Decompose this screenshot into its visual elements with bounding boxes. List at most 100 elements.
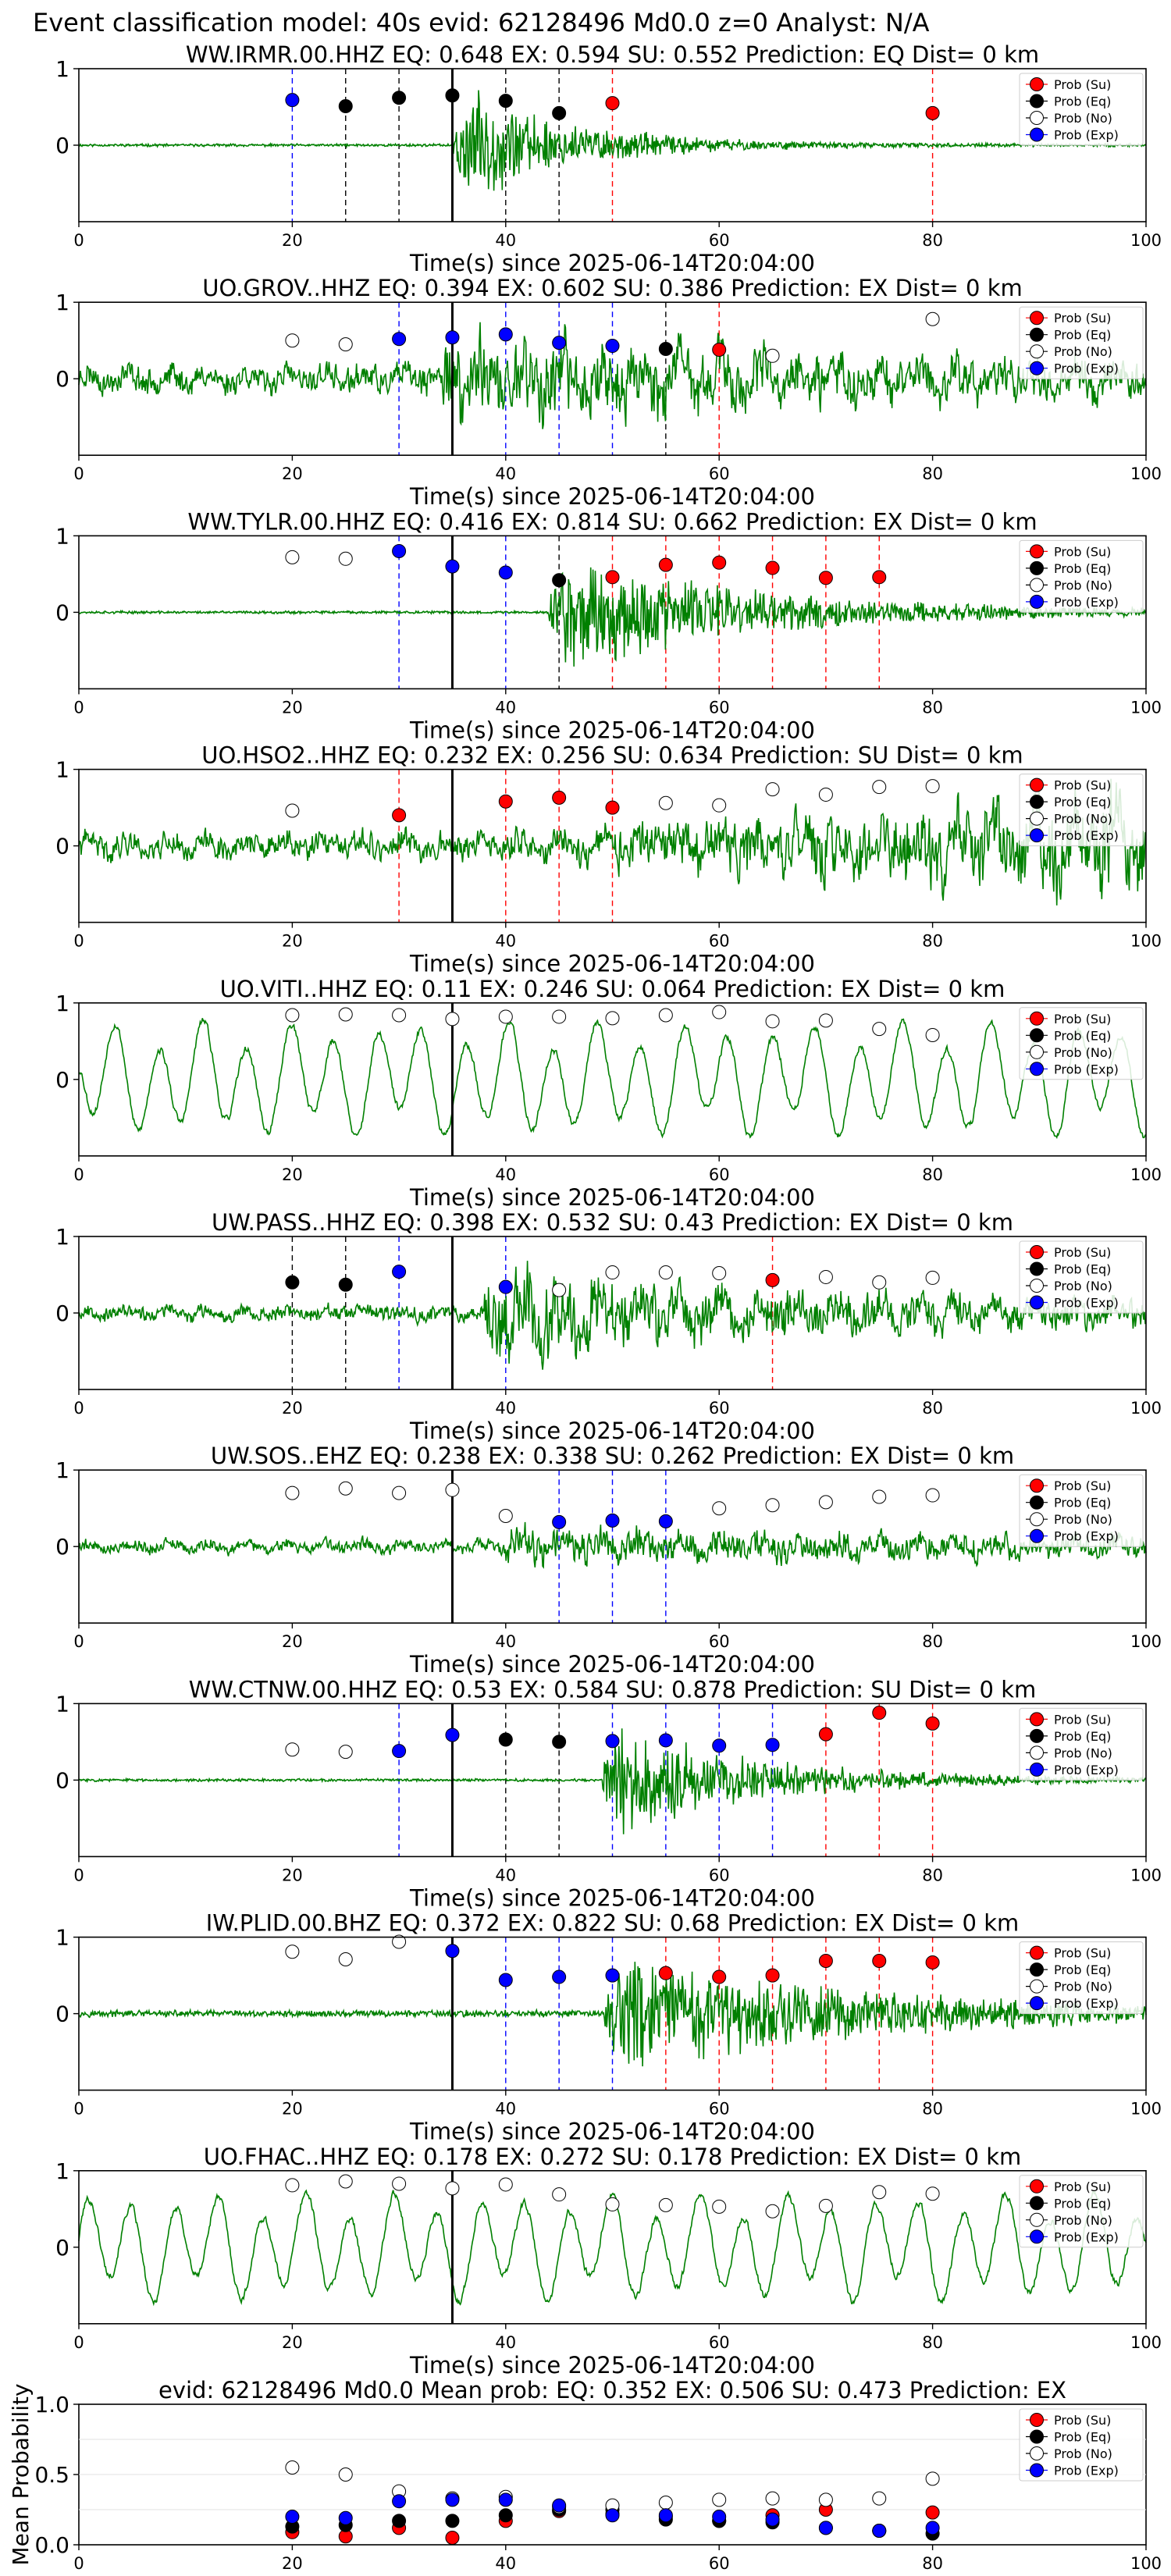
x-tick-label: 0 (73, 1632, 84, 1651)
mean-marker-exp (712, 2510, 727, 2524)
prob-marker-su (765, 1272, 780, 1287)
prob-marker-eq (498, 1732, 513, 1747)
legend-marker (1030, 344, 1044, 359)
x-tick-label: 80 (922, 1399, 943, 1418)
legend-label: Prob (No) (1054, 1045, 1112, 1060)
prob-marker-no (605, 1011, 620, 1026)
legend-box (1019, 1474, 1144, 1547)
prob-marker-no (925, 311, 940, 326)
prob-marker-exp (552, 336, 567, 350)
mean-marker-no (765, 2491, 780, 2506)
x-tick-label: 60 (709, 2100, 730, 2119)
legend-marker (1030, 560, 1044, 575)
y-tick-label: 1 (55, 2158, 69, 2184)
station-panel: UW.PASS..HHZ EQ: 0.398 EX: 0.532 SU: 0.4… (55, 1209, 1162, 1444)
panel-title: UO.FHAC..HHZ EQ: 0.178 EX: 0.272 SU: 0.1… (204, 2144, 1022, 2170)
x-tick-label: 80 (922, 2100, 943, 2119)
prob-marker-eq (552, 1735, 567, 1749)
legend-label: Prob (Su) (1054, 2413, 1111, 2428)
x-tick-label: 100 (1130, 2333, 1162, 2352)
prob-marker-exp (445, 330, 460, 345)
prob-marker-no (445, 1012, 460, 1026)
x-tick-label: 40 (495, 2554, 516, 2573)
y-tick-label: 0 (55, 1767, 69, 1793)
legend-label: Prob (Su) (1054, 1245, 1111, 1260)
prob-marker-no (498, 1509, 513, 1523)
x-tick-label: 100 (1130, 1399, 1162, 1418)
station-panel: WW.IRMR.00.HHZ EQ: 0.648 EX: 0.594 SU: 0… (55, 41, 1162, 276)
prob-marker-no (925, 1488, 940, 1503)
legend-label: Prob (Exp) (1054, 1062, 1119, 1076)
x-tick-label: 20 (282, 2100, 303, 2119)
prob-marker-no (498, 1009, 513, 1024)
panel-title: UW.SOS..EHZ EQ: 0.238 EX: 0.338 SU: 0.26… (211, 1443, 1014, 1469)
legend-label: Prob (Exp) (1054, 2229, 1119, 2244)
panel-title: UO.HSO2..HHZ EQ: 0.232 EX: 0.256 SU: 0.6… (201, 742, 1023, 769)
station-panel: WW.TYLR.00.HHZ EQ: 0.416 EX: 0.814 SU: 0… (55, 508, 1162, 743)
prob-marker-no (605, 2197, 620, 2211)
prob-marker-no (712, 1501, 727, 1516)
panel-title: evid: 62128496 Md0.0 Mean prob: EQ: 0.35… (158, 2377, 1066, 2403)
legend-label: Prob (Exp) (1054, 595, 1119, 610)
legend-marker (1030, 2196, 1044, 2211)
prob-marker-no (658, 1265, 673, 1280)
prob-marker-exp (658, 1733, 673, 1748)
panel-title: UW.PASS..HHZ EQ: 0.398 EX: 0.532 SU: 0.4… (212, 1209, 1013, 1236)
x-axis-label: Time(s) since 2025-06-14T20:04:00 (409, 1184, 815, 1211)
prob-marker-no (605, 1265, 620, 1280)
legend-marker (1030, 1279, 1044, 1293)
prob-marker-exp (498, 1279, 513, 1294)
legend-marker (1030, 1745, 1044, 1760)
panel-title: WW.TYLR.00.HHZ EQ: 0.416 EX: 0.814 SU: 0… (187, 508, 1037, 535)
legend-marker (1030, 2446, 1044, 2460)
legend-label: Prob (No) (1054, 1279, 1112, 1293)
x-tick-label: 0 (73, 2333, 84, 2352)
legend-label: Prob (Eq) (1054, 328, 1111, 343)
waveform (79, 90, 1147, 191)
prob-marker-eq (552, 105, 567, 120)
prob-marker-eq (498, 94, 513, 109)
legend-marker (1030, 594, 1044, 609)
x-tick-label: 40 (495, 698, 516, 717)
prob-marker-no (872, 1489, 887, 1504)
prob-marker-exp (765, 1738, 780, 1752)
x-tick-label: 20 (282, 932, 303, 951)
legend-marker (1030, 361, 1044, 375)
mean-marker-no (872, 2491, 887, 2506)
legend-box (1019, 1941, 1144, 2015)
legend-label: Prob (Eq) (1054, 561, 1111, 576)
mean-marker-exp (338, 2510, 353, 2525)
x-tick-label: 100 (1130, 932, 1162, 951)
mean-marker-eq (498, 2508, 513, 2523)
prob-marker-su (498, 794, 513, 809)
y-tick-label: 0 (55, 1300, 69, 1326)
legend-box (1019, 2175, 1144, 2248)
mean-marker-no (712, 2492, 727, 2507)
legend-marker (1030, 1762, 1044, 1777)
prob-marker-su (765, 560, 780, 575)
prob-marker-su (818, 1953, 833, 1968)
prob-marker-exp (392, 1744, 407, 1759)
waveform (78, 567, 1147, 667)
prob-marker-exp (552, 1514, 567, 1529)
prob-marker-no (338, 1745, 353, 1759)
x-tick-label: 100 (1130, 1632, 1162, 1651)
x-tick-label: 40 (495, 2100, 516, 2119)
legend-marker (1030, 111, 1044, 125)
prob-marker-no (338, 1481, 353, 1496)
legend-label: Prob (No) (1054, 2446, 1112, 2461)
prob-marker-no (658, 1008, 673, 1023)
x-tick-label: 0 (73, 1399, 84, 1418)
prob-marker-eq (338, 99, 353, 114)
prob-marker-su (712, 555, 727, 570)
prob-marker-su (925, 1716, 940, 1731)
mean-probability-panel: evid: 62128496 Md0.0 Mean prob: EQ: 0.35… (8, 2377, 1162, 2573)
prob-marker-no (285, 1485, 300, 1500)
prob-marker-no (872, 780, 887, 795)
legend-marker (1030, 1728, 1044, 1743)
prob-marker-no (338, 1007, 353, 1022)
prob-marker-no (285, 1742, 300, 1757)
x-axis-label: Time(s) since 2025-06-14T20:04:00 (409, 1651, 815, 1678)
legend-label: Prob (No) (1054, 1980, 1112, 1994)
x-tick-label: 80 (922, 932, 943, 951)
